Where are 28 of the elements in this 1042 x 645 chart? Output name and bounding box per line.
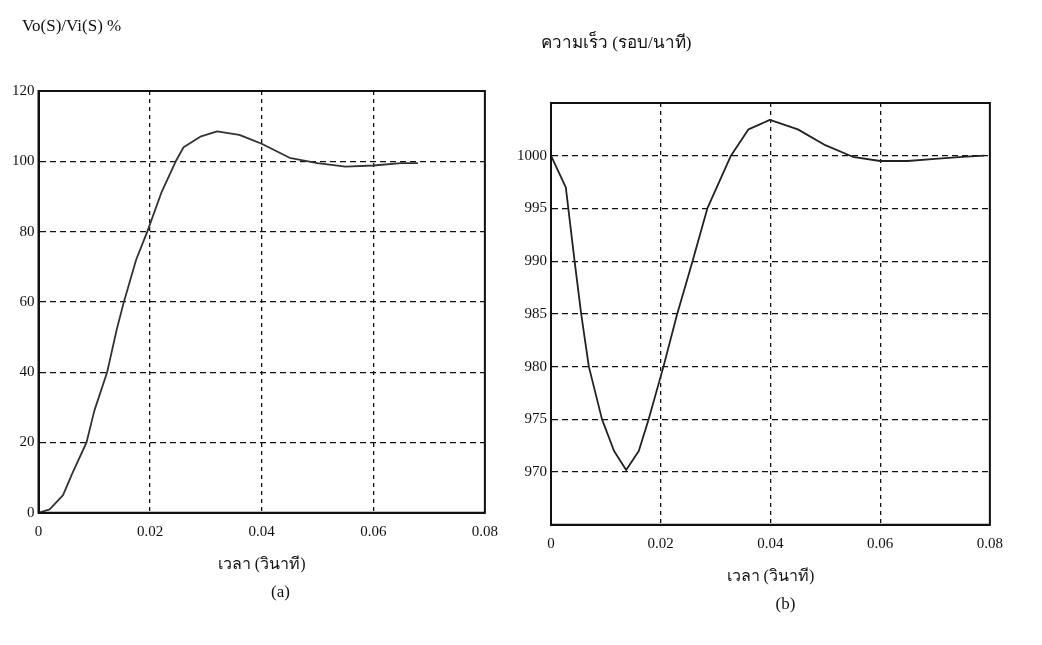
y-tick-label: 990: [524, 252, 547, 269]
y-axis-title: Vo(S)/Vi(S) %: [21, 15, 123, 37]
y-tick-label: 980: [524, 357, 547, 374]
x-tick-label: 0.04: [248, 522, 276, 539]
x-axis-title: เวลา (วินาที): [217, 554, 306, 573]
x-tick-label: 0.06: [867, 534, 894, 551]
x-tick-label: 0.02: [647, 534, 674, 551]
y-tick-label: 20: [19, 433, 35, 450]
x-tick-label: 0.04: [757, 534, 785, 551]
y-tick-label: 80: [19, 222, 35, 239]
y-tick-label: 60: [19, 292, 35, 309]
y-tick-label: 0: [27, 503, 35, 520]
x-tick-label: 0.06: [360, 522, 387, 539]
y-tick-label: 40: [19, 363, 35, 380]
x-tick-label: 0.08: [976, 534, 1003, 551]
x-axis-title: เวลา (วินาที): [726, 566, 815, 585]
y-tick-label: 100: [12, 152, 35, 169]
text: (a): [270, 582, 291, 602]
y-tick-label: 970: [524, 463, 547, 480]
x-tick-label: 0.02: [136, 522, 164, 539]
x-tick-label: 0.08: [471, 522, 498, 539]
y-tick-label: 985: [524, 304, 547, 321]
y-tick-label: 1000: [517, 146, 547, 163]
y-axis-title: ความเร็ว (รอบ/นาที): [540, 30, 693, 54]
y-tick-label: 975: [524, 410, 547, 427]
text: (b): [774, 594, 797, 614]
y-tick-label: 995: [524, 199, 547, 216]
y-tick-label: 120: [12, 81, 35, 98]
